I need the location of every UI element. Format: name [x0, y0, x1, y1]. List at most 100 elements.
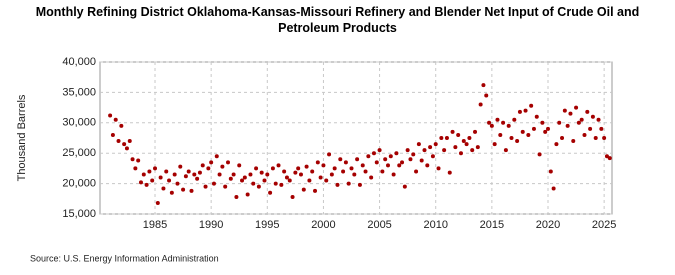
data-point — [276, 163, 281, 168]
y-tick-label: 30,000 — [62, 117, 96, 129]
data-point — [411, 152, 416, 157]
data-point — [481, 83, 486, 88]
data-point — [602, 136, 607, 140]
data-point — [352, 172, 357, 177]
data-point — [526, 132, 531, 137]
x-tick-label: 2020 — [536, 219, 560, 231]
data-point — [214, 154, 219, 159]
data-point — [262, 178, 267, 183]
data-point — [576, 120, 581, 125]
data-point — [585, 109, 590, 114]
data-point — [402, 184, 407, 189]
data-point — [529, 103, 534, 108]
data-point — [200, 163, 205, 168]
data-point — [495, 117, 500, 122]
data-point — [461, 139, 466, 144]
data-point — [478, 102, 483, 107]
data-point — [226, 160, 230, 165]
x-tick-label: 2005 — [367, 219, 391, 231]
y-tick-label: 35,000 — [62, 86, 96, 98]
data-point — [240, 178, 245, 183]
data-point — [492, 142, 497, 147]
data-point — [489, 123, 494, 128]
data-point — [579, 117, 584, 122]
data-point — [562, 108, 567, 113]
data-point — [537, 152, 542, 157]
data-point — [383, 157, 388, 162]
data-point — [554, 142, 559, 147]
data-point — [237, 163, 242, 168]
data-point — [136, 158, 141, 163]
x-tick-label: 1985 — [143, 219, 167, 231]
data-point — [293, 170, 298, 175]
data-point — [178, 164, 183, 169]
data-point — [197, 170, 202, 175]
data-point — [380, 169, 385, 174]
data-point — [318, 175, 323, 180]
data-point — [433, 142, 438, 147]
x-tick-label: 2010 — [423, 219, 447, 231]
y-tick-label: 20,000 — [62, 178, 96, 190]
data-point — [484, 93, 489, 98]
data-point — [217, 172, 222, 177]
x-tick-label: 2000 — [311, 219, 335, 231]
data-point — [506, 123, 511, 128]
data-point — [498, 132, 503, 137]
data-point — [313, 188, 318, 193]
data-point — [155, 201, 160, 206]
data-point — [391, 172, 396, 177]
data-point — [186, 169, 191, 174]
data-point — [251, 181, 256, 186]
data-point — [254, 166, 259, 171]
data-point — [153, 166, 158, 171]
data-point — [405, 148, 410, 153]
data-point — [436, 166, 441, 171]
data-point — [341, 169, 346, 174]
data-point — [234, 194, 239, 199]
data-point — [167, 178, 172, 183]
data-point — [540, 120, 545, 125]
data-point — [520, 129, 525, 134]
data-point — [568, 111, 573, 116]
data-point — [150, 178, 155, 183]
data-point — [397, 163, 402, 168]
y-axis-label: Thousand Barrels — [16, 94, 28, 181]
data-point — [369, 175, 374, 180]
data-point — [329, 172, 334, 177]
data-point — [548, 169, 553, 174]
data-point — [475, 145, 480, 150]
y-tick-label: 40,000 — [62, 56, 96, 68]
data-point — [428, 145, 433, 150]
data-point — [242, 175, 247, 180]
data-point — [327, 152, 332, 157]
data-point — [439, 136, 444, 140]
data-point — [301, 187, 306, 192]
data-point — [470, 148, 475, 153]
data-point — [279, 182, 284, 187]
data-point — [531, 126, 536, 131]
data-point — [144, 182, 149, 187]
data-point — [338, 157, 343, 162]
data-point — [442, 148, 447, 153]
y-tick-label: 15,000 — [62, 208, 96, 220]
data-point — [110, 132, 115, 137]
data-point — [172, 172, 177, 177]
data-point — [206, 166, 211, 171]
x-tick-label: 2015 — [480, 219, 504, 231]
data-point — [245, 192, 250, 197]
data-point — [509, 136, 514, 140]
data-point — [265, 172, 270, 177]
data-point — [512, 117, 517, 122]
plot-area — [99, 61, 613, 215]
data-point — [259, 170, 264, 175]
x-tick-label: 1990 — [199, 219, 223, 231]
data-point — [444, 136, 449, 140]
data-point — [284, 175, 289, 180]
data-point — [523, 108, 528, 113]
data-point — [408, 157, 413, 162]
data-point — [108, 113, 113, 118]
data-point — [599, 126, 604, 131]
data-point — [414, 169, 419, 174]
data-point — [192, 172, 197, 177]
